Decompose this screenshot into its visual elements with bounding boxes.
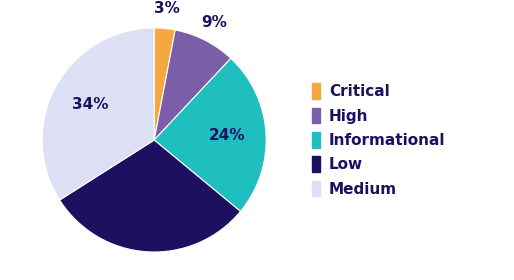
Wedge shape (154, 28, 175, 140)
Legend: Critical, High, Informational, Low, Medium: Critical, High, Informational, Low, Medi… (307, 79, 450, 201)
Wedge shape (42, 28, 154, 200)
Text: 34%: 34% (72, 97, 108, 113)
Text: 30%: 30% (132, 205, 168, 220)
Wedge shape (60, 140, 241, 252)
Text: 24%: 24% (209, 128, 245, 143)
Wedge shape (154, 58, 266, 211)
Text: 9%: 9% (201, 15, 227, 30)
Wedge shape (154, 30, 231, 140)
Text: 3%: 3% (154, 1, 179, 16)
